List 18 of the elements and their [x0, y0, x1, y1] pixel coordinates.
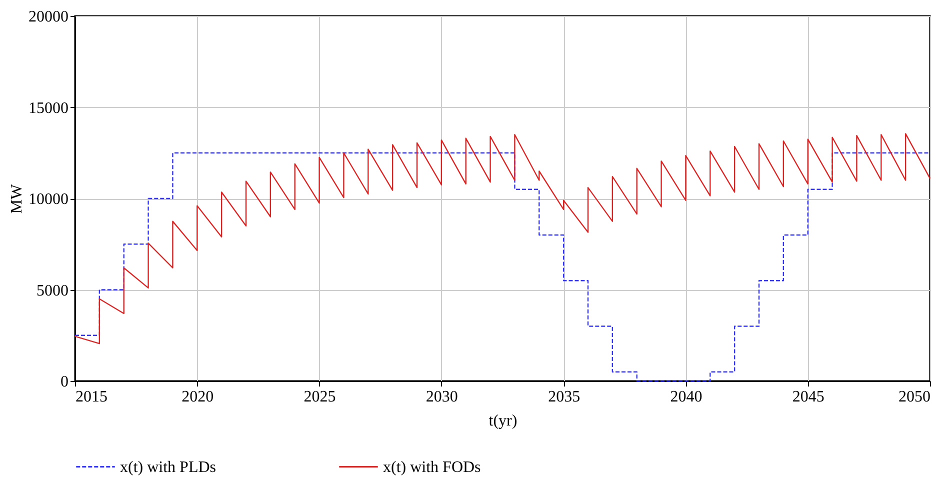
x-tick-label: 2020: [182, 388, 214, 406]
y-tick-label: 10000: [28, 191, 68, 208]
x-tick-label: 2035: [548, 388, 580, 406]
legend-label: x(t) with FODs: [383, 458, 481, 476]
y-tick-label: 5000: [36, 282, 68, 300]
x-tick-label: 2015: [76, 388, 108, 406]
x-axis-title: t(yr): [488, 412, 518, 430]
x-tick-label: 2040: [670, 388, 702, 406]
y-tick-label: 0: [60, 374, 68, 390]
y-axis-title: MW: [8, 183, 26, 214]
x-tick-label: 2050: [898, 388, 930, 406]
x-tick-label: 2025: [304, 388, 336, 406]
x-tick-label: 2045: [792, 388, 824, 406]
legend-label: x(t) with PLDs: [120, 458, 216, 476]
y-tick-label: 20000: [28, 8, 68, 26]
line-series: [74, 133, 931, 344]
y-tick-label: 15000: [28, 100, 68, 117]
x-tick-label: 2030: [426, 388, 458, 406]
